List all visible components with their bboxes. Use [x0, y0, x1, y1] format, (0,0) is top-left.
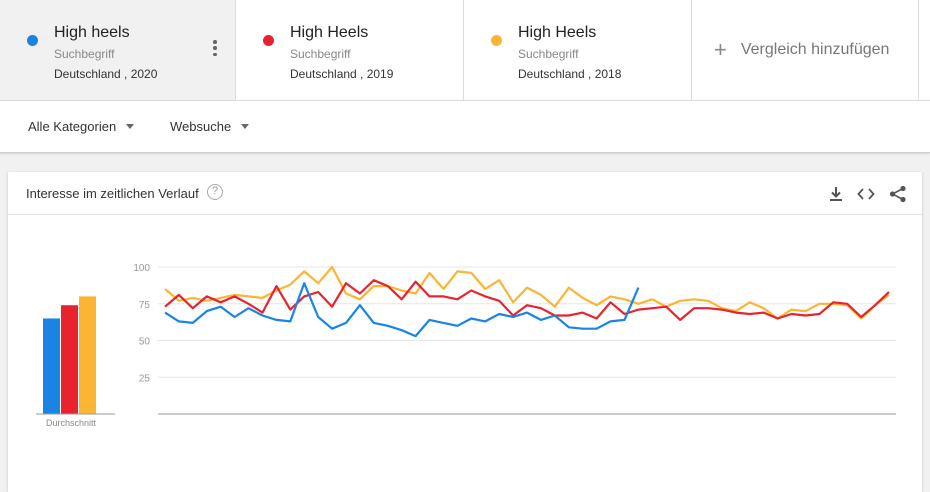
- filter-bar: Alle Kategorien Websuche: [0, 101, 930, 153]
- search-term-name: High Heels: [290, 24, 369, 41]
- help-icon[interactable]: ?: [207, 184, 223, 200]
- add-comparison-label: Vergleich hinzufügen: [740, 41, 890, 58]
- series-line-2: [164, 279, 890, 322]
- y-tick-label: 50: [139, 337, 151, 348]
- download-icon[interactable]: [826, 184, 846, 204]
- series-line-3: [164, 265, 890, 320]
- plus-icon: +: [714, 37, 727, 62]
- search-term-name: High Heels: [518, 24, 597, 41]
- average-bar: [79, 296, 96, 414]
- card-header: Interesse im zeitlichen Verlauf ?: [8, 172, 922, 215]
- category-dropdown[interactable]: Alle Kategorien: [28, 119, 135, 134]
- y-tick-label: 100: [133, 263, 150, 274]
- more-vert-icon[interactable]: [213, 40, 217, 56]
- search-term-name: High heels: [54, 24, 130, 41]
- average-bar: [43, 318, 60, 414]
- search-type-dropdown-label: Websuche: [170, 119, 232, 134]
- comparison-bar: High heels Suchbegriff Deutschland , 202…: [0, 0, 930, 101]
- series-line-1: [164, 282, 640, 338]
- average-label: Durchschnitt: [46, 418, 97, 428]
- card-title: Interesse im zeitlichen Verlauf: [26, 186, 199, 201]
- y-tick-label: 25: [139, 373, 151, 384]
- search-term-type: Suchbegriff: [518, 47, 579, 61]
- interest-chart: 100 75 50 25 Durchschnitt: [36, 263, 896, 428]
- search-term-card-2[interactable]: High Heels Suchbegriff Deutschland , 201…: [236, 0, 464, 100]
- search-term-geo: Deutschland , 2020: [54, 67, 158, 81]
- interest-over-time-card: Interesse im zeitlichen Verlauf ? 100 75 5…: [8, 172, 922, 492]
- caret-down-icon: [126, 124, 135, 129]
- search-term-type: Suchbegriff: [290, 47, 351, 61]
- search-term-card-1[interactable]: High heels Suchbegriff Deutschland , 202…: [0, 0, 236, 100]
- search-term-type: Suchbegriff: [54, 47, 115, 61]
- series-color-dot: [263, 35, 274, 46]
- y-tick-label: 75: [139, 300, 151, 311]
- share-icon[interactable]: [888, 184, 908, 204]
- category-dropdown-label: Alle Kategorien: [28, 119, 117, 134]
- search-term-geo: Deutschland , 2018: [518, 67, 622, 81]
- average-bar: [61, 305, 78, 414]
- search-term-card-3[interactable]: High Heels Suchbegriff Deutschland , 201…: [464, 0, 692, 100]
- search-term-geo: Deutschland , 2019: [290, 67, 394, 81]
- caret-down-icon: [241, 124, 250, 129]
- search-type-dropdown[interactable]: Websuche: [170, 119, 250, 134]
- add-comparison-button[interactable]: + Vergleich hinzufügen: [692, 0, 919, 100]
- series-color-dot: [27, 35, 38, 46]
- series-color-dot: [491, 35, 502, 46]
- embed-icon[interactable]: [856, 184, 876, 204]
